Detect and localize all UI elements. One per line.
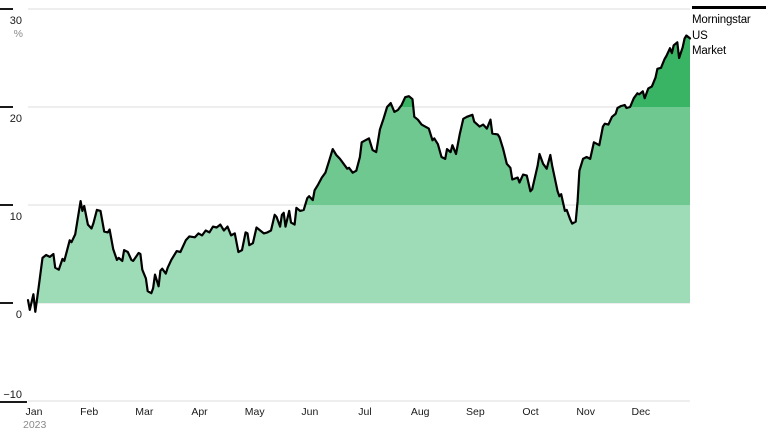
chart-legend: Morningstar US Market [692,6,766,60]
x-tick-label: Oct [522,406,538,418]
legend-text-line-1: Morningstar [692,14,751,26]
x-tick-label: May [245,406,266,418]
x-axis-year-label: 2023 [23,419,47,431]
x-tick-label: Jan [26,406,43,418]
legend-text-line-2: US [692,29,708,42]
x-tick-label: Feb [80,406,98,418]
area-fill-band-0-10 [28,205,690,303]
x-tick-label: Apr [191,406,208,418]
x-tick-label: Jun [301,406,318,418]
y-tick-label: 10 [10,211,22,223]
x-tick-label: Dec [631,406,650,418]
y-tick-label: 0 [16,309,22,321]
area-fill-band-20-30 [387,35,690,107]
x-tick-label: Sep [466,406,485,418]
y-tick-label: −10 [3,389,22,401]
area-fill-band-10-20 [79,107,690,205]
y-tick-label: 20 [10,113,22,125]
series-line [26,34,692,313]
x-tick-label: Mar [135,406,154,418]
legend-line-swatch [692,6,766,9]
x-tick-label: Jul [358,406,371,418]
x-tick-label: Nov [576,406,595,418]
x-tick-label: Aug [411,406,430,418]
y-tick-label: 30 [10,15,22,27]
legend-text-line-3: Market [692,45,726,57]
y-axis-unit-label: % [14,28,23,40]
